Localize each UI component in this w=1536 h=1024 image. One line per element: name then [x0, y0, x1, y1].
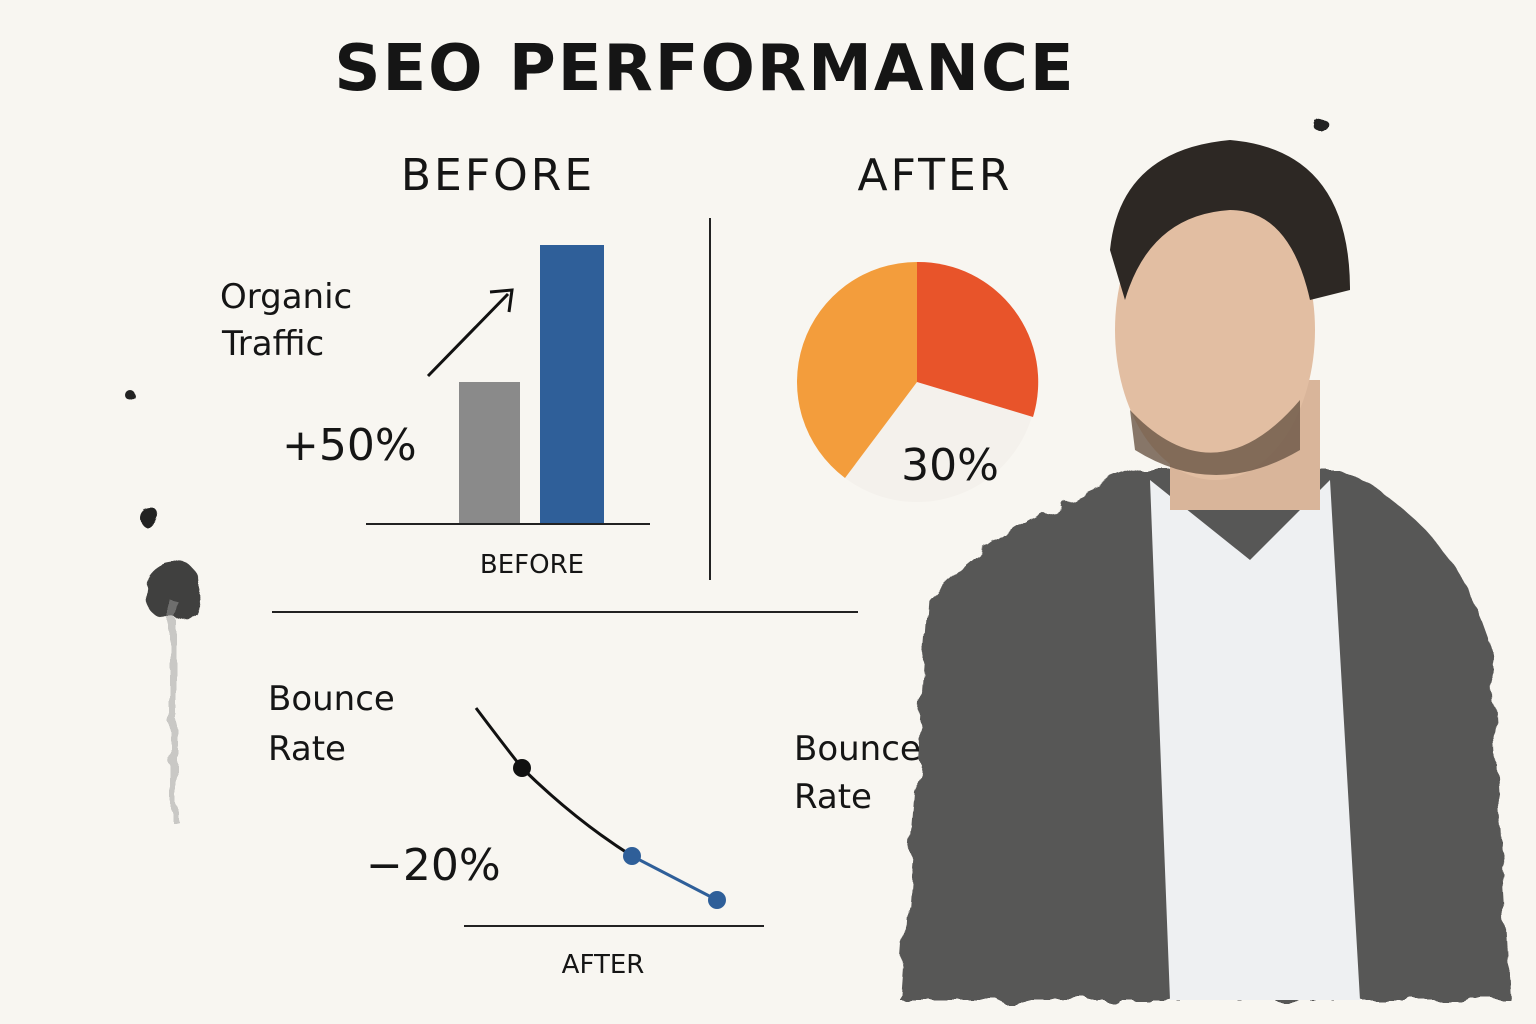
point [708, 891, 726, 909]
change-label: +50% [282, 420, 417, 471]
bar [459, 382, 520, 524]
before-heading: BEFORE [401, 150, 595, 201]
side-label: Rate [794, 777, 872, 817]
metric-label: Bounce [268, 679, 395, 719]
metric-label: Organic [220, 277, 352, 317]
change-label: −20% [366, 840, 501, 891]
ink-splashes [125, 119, 1329, 820]
pie-label: 30% [901, 440, 999, 491]
pie-slice [797, 262, 917, 478]
pie-slice [917, 261, 1039, 417]
point [513, 759, 531, 777]
axis-label: AFTER [562, 950, 645, 980]
axis-label: BEFORE [480, 550, 584, 580]
portrait [900, 140, 1510, 1000]
trend-line [631, 854, 718, 902]
arrow [426, 292, 510, 378]
arrow-head [489, 288, 514, 313]
metric-label: Traffic [221, 324, 324, 364]
point [623, 847, 641, 865]
metric-label: Rate [268, 729, 346, 769]
after-heading: AFTER [858, 150, 1013, 201]
title: SEO PERFORMANCE [334, 32, 1075, 106]
bar [540, 245, 604, 524]
side-label: Bounce [794, 729, 921, 769]
